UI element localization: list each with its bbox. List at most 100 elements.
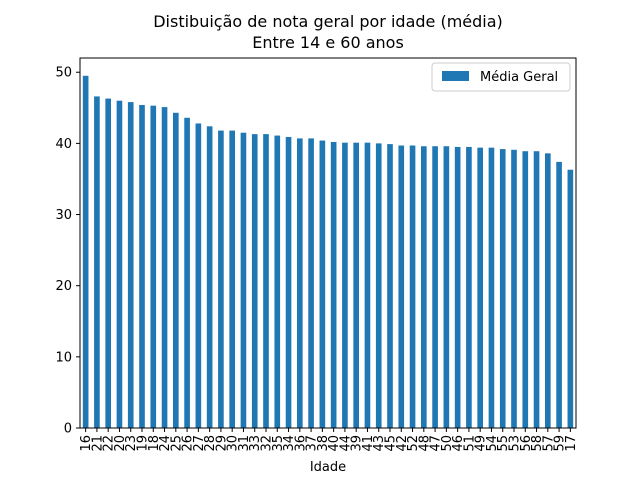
bar [274, 135, 281, 429]
bar [229, 130, 235, 429]
x-tick-label: 34 [282, 435, 297, 452]
bar [195, 123, 202, 428]
x-tick-label: 48 [417, 435, 432, 452]
x-tick-label: 56 [519, 435, 534, 452]
bar [116, 100, 123, 428]
x-tick-label: 29 [214, 435, 229, 452]
y-tick-label: 30 [55, 208, 72, 223]
x-tick-label: 50 [440, 435, 455, 452]
bar [432, 146, 438, 428]
x-tick-label: 23 [124, 435, 139, 452]
chart-subtitle: Entre 14 e 60 anos [252, 33, 404, 52]
bar [409, 145, 416, 428]
y-tick-label: 50 [55, 66, 72, 81]
x-axis-label: Idade [310, 460, 346, 475]
chart-title: Distibuição de nota geral por idade (méd… [153, 12, 503, 31]
x-tick-label: 37 [305, 435, 320, 452]
bars-group [82, 75, 574, 429]
bar [556, 161, 562, 428]
bar [263, 134, 269, 428]
x-tick-label: 36 [293, 435, 308, 452]
y-tick-label: 10 [55, 350, 72, 365]
legend-label: Média Geral [480, 70, 558, 85]
x-tick-label: 55 [496, 435, 511, 452]
bar [82, 75, 89, 429]
x-tick-label: 39 [350, 435, 365, 452]
x-tick-label: 51 [462, 435, 477, 452]
bar [319, 140, 326, 429]
x-tick-label: 26 [181, 435, 196, 452]
x-tick-label: 49 [474, 435, 489, 452]
x-tick-label: 38 [316, 435, 331, 452]
x-tick-label: 24 [158, 435, 173, 452]
bar [308, 138, 314, 428]
x-axis: 1621222023191824252627282930313332353436… [79, 428, 579, 452]
bar [443, 146, 450, 428]
bar [533, 151, 540, 428]
x-tick-label: 42 [395, 435, 410, 452]
bar [139, 104, 145, 428]
bar [466, 146, 472, 428]
x-tick-label: 20 [113, 435, 128, 452]
x-tick-label: 44 [338, 435, 353, 452]
x-tick-label: 35 [271, 435, 286, 452]
x-tick-label: 19 [136, 435, 151, 452]
bar [398, 145, 405, 428]
x-tick-label: 46 [451, 435, 466, 452]
legend-box [431, 62, 571, 92]
x-tick-label: 30 [226, 435, 241, 452]
bar [150, 105, 157, 428]
bar [353, 142, 359, 428]
bar [184, 117, 190, 429]
bar [173, 112, 179, 429]
bar [364, 142, 371, 428]
bar [421, 146, 427, 428]
bar [105, 98, 111, 429]
x-tick-label: 57 [541, 435, 556, 452]
bar [94, 96, 100, 428]
x-tick-label: 31 [237, 435, 252, 452]
bar [127, 102, 134, 428]
legend-swatch [442, 71, 469, 81]
x-tick-label: 40 [327, 435, 342, 452]
bar [375, 143, 382, 428]
bar [499, 149, 506, 429]
bar [330, 141, 337, 428]
y-tick-label: 20 [55, 279, 72, 294]
bar [545, 153, 551, 428]
x-tick-label: 28 [203, 435, 218, 452]
bar [477, 147, 483, 428]
y-axis: 0 10 20 30 40 50 [55, 66, 80, 437]
x-tick-label: 43 [372, 435, 387, 452]
x-tick-label: 21 [90, 435, 105, 452]
x-tick-label: 47 [429, 435, 444, 452]
bar [511, 149, 517, 429]
x-tick-label: 33 [248, 435, 263, 452]
x-tick-label: 18 [147, 435, 162, 452]
bar [342, 142, 348, 428]
bar [240, 132, 247, 428]
x-tick-label: 16 [79, 435, 94, 452]
x-tick-label: 22 [102, 435, 117, 452]
x-tick-label: 32 [260, 435, 275, 452]
x-tick-label: 53 [508, 435, 523, 452]
x-tick-label: 25 [169, 435, 184, 452]
x-tick-label: 27 [192, 435, 207, 452]
bar [522, 151, 529, 428]
x-tick-label: 54 [485, 435, 500, 452]
bar [218, 130, 224, 429]
bar [285, 136, 292, 428]
bar [454, 146, 461, 428]
y-tick-label: 0 [64, 422, 72, 437]
bar [567, 169, 574, 428]
bar [387, 144, 393, 428]
x-tick-label: 45 [384, 435, 399, 452]
x-tick-label: 52 [406, 435, 421, 452]
plot-frame [79, 57, 577, 429]
bar [161, 107, 168, 428]
x-tick-label: 41 [361, 435, 376, 452]
legend: Média Geral [431, 62, 571, 92]
bar [297, 138, 303, 428]
bar [206, 126, 213, 429]
